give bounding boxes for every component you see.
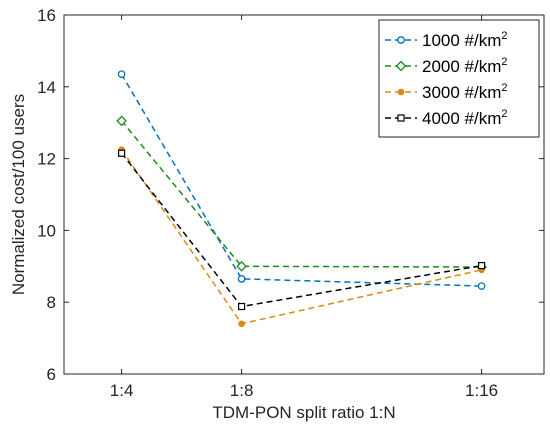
y-tick-label: 14 <box>37 78 56 97</box>
data-point <box>117 149 126 157</box>
y-tick-label: 8 <box>47 293 56 312</box>
legend-label: 4000 #/km2 <box>422 108 508 128</box>
legend-label-main: 2000 #/km <box>422 57 501 76</box>
x-tick-label: 1:16 <box>465 381 498 400</box>
y-tick-label: 10 <box>37 221 56 240</box>
data-point <box>478 261 486 270</box>
legend-marker <box>395 60 407 72</box>
series-layer <box>116 70 487 328</box>
legend-item: 4000 #/km2 <box>385 108 508 128</box>
data-point <box>477 282 486 290</box>
legend-marker <box>397 36 405 44</box>
y-tick-label: 12 <box>37 150 56 169</box>
x-tick-label: 1:8 <box>230 381 254 400</box>
legend-label: 1000 #/km2 <box>422 30 508 50</box>
y-tick-label: 16 <box>37 6 56 25</box>
legend-marker <box>397 88 405 96</box>
data-point <box>236 260 247 272</box>
data-point <box>238 320 245 328</box>
data-point <box>116 115 127 127</box>
x-tick-label: 1:4 <box>110 381 134 400</box>
y-axis-label: Normalized cost/100 users <box>9 94 28 295</box>
axis-ticks: 6 8 10 12 14 16 1:4 1:8 1:16 <box>37 6 544 400</box>
data-point <box>238 302 246 311</box>
x-axis-label: TDM-PON split ratio 1:N <box>212 403 395 422</box>
legend-item: 3000 #/km2 <box>385 82 508 102</box>
legend-label: 3000 #/km2 <box>422 82 508 102</box>
legend-item: 2000 #/km2 <box>385 56 508 76</box>
legend-label-main: 3000 #/km <box>422 83 501 102</box>
legend-item: 1000 #/km2 <box>385 30 508 50</box>
legend-label-main: 1000 #/km <box>422 31 501 50</box>
data-point <box>117 70 126 79</box>
legend-label-sup: 2 <box>501 82 507 94</box>
y-tick-label: 6 <box>47 365 56 384</box>
legend-label: 2000 #/km2 <box>422 56 508 76</box>
legend-label-sup: 2 <box>501 30 507 42</box>
legend-marker <box>397 114 405 122</box>
series-1 <box>117 70 486 290</box>
legend-label-sup: 2 <box>501 108 507 120</box>
series-4 <box>117 149 486 311</box>
series-line <box>121 120 482 268</box>
legend-label-main: 4000 #/km <box>422 109 501 128</box>
data-point <box>237 275 246 283</box>
legend-label-sup: 2 <box>501 56 507 68</box>
